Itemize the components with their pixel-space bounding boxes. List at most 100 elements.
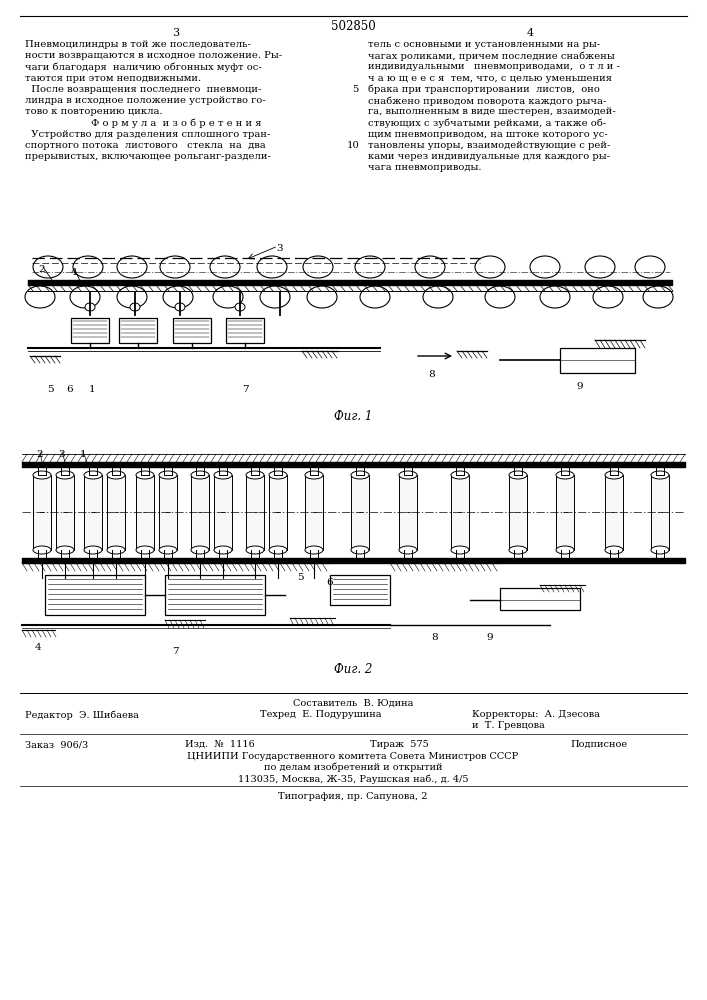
Text: 1: 1 <box>80 450 86 459</box>
Ellipse shape <box>351 546 369 554</box>
Bar <box>399 475 417 550</box>
Text: тово к повторению цикла.: тово к повторению цикла. <box>25 107 163 116</box>
Ellipse shape <box>56 471 74 479</box>
Bar <box>451 475 469 550</box>
Ellipse shape <box>246 471 264 479</box>
Bar <box>269 475 287 550</box>
Bar <box>351 475 369 550</box>
Bar <box>500 588 580 610</box>
Ellipse shape <box>56 546 74 554</box>
Text: 502850: 502850 <box>331 20 375 33</box>
Bar <box>509 475 527 550</box>
Text: прерывистых, включающее рольганг-раздели-: прерывистых, включающее рольганг-раздели… <box>25 152 271 161</box>
Text: Составитель  В. Юдина: Составитель В. Юдина <box>293 699 413 708</box>
Text: 9: 9 <box>577 382 583 391</box>
Text: снабжено приводом поворота каждого рыча-: снабжено приводом поворота каждого рыча- <box>368 96 607 105</box>
Bar <box>107 475 125 550</box>
Bar <box>330 575 390 605</box>
Text: ЦНИИПИ Государственного комитета Совета Министров СССР: ЦНИИПИ Государственного комитета Совета … <box>187 752 519 761</box>
Ellipse shape <box>399 546 417 554</box>
Text: тель с основными и установленными на ры-: тель с основными и установленными на ры- <box>368 40 600 49</box>
Bar <box>305 475 323 550</box>
Text: 8: 8 <box>428 370 436 379</box>
Text: индивидуальными   пневмоприводами,  о т л и -: индивидуальными пневмоприводами, о т л и… <box>368 62 620 71</box>
Ellipse shape <box>84 471 102 479</box>
Ellipse shape <box>556 471 574 479</box>
Bar <box>214 475 232 550</box>
Ellipse shape <box>246 546 264 554</box>
Bar <box>165 575 265 615</box>
Bar <box>556 475 574 550</box>
Ellipse shape <box>651 546 669 554</box>
Bar <box>136 475 154 550</box>
Ellipse shape <box>159 471 177 479</box>
Text: Ф о р м у л а  и з о б р е т е н и я: Ф о р м у л а и з о б р е т е н и я <box>90 118 262 128</box>
Ellipse shape <box>305 546 323 554</box>
Ellipse shape <box>84 546 102 554</box>
Text: ч а ю щ е е с я  тем, что, с целью уменьшения: ч а ю щ е е с я тем, что, с целью уменьш… <box>368 74 612 83</box>
Text: Устройство для разделения сплошного тран-: Устройство для разделения сплошного тран… <box>25 130 270 139</box>
Ellipse shape <box>33 546 51 554</box>
Ellipse shape <box>235 303 245 311</box>
Ellipse shape <box>85 303 95 311</box>
Ellipse shape <box>136 546 154 554</box>
Text: Корректоры:  А. Дзесова: Корректоры: А. Дзесова <box>472 710 600 719</box>
Text: 2: 2 <box>39 265 45 274</box>
Bar <box>33 475 51 550</box>
Text: по делам изобретений и открытий: по делам изобретений и открытий <box>264 763 443 772</box>
Text: 3: 3 <box>59 450 65 459</box>
Bar <box>651 475 669 550</box>
Ellipse shape <box>351 471 369 479</box>
Bar <box>226 318 264 343</box>
Text: 2: 2 <box>37 450 43 459</box>
Ellipse shape <box>651 471 669 479</box>
Bar <box>84 475 102 550</box>
Text: 6: 6 <box>66 385 74 394</box>
Bar <box>246 475 264 550</box>
Text: 8: 8 <box>432 633 438 642</box>
Text: 7: 7 <box>242 385 248 394</box>
Text: га, выполненным в виде шестерен, взаимодей-: га, выполненным в виде шестерен, взаимод… <box>368 107 616 116</box>
Ellipse shape <box>451 471 469 479</box>
Ellipse shape <box>214 471 232 479</box>
Bar <box>56 475 74 550</box>
Text: щим пневмоприводом, на штоке которого ус-: щим пневмоприводом, на штоке которого ус… <box>368 130 608 139</box>
Text: Типография, пр. Сапунова, 2: Типография, пр. Сапунова, 2 <box>279 792 428 801</box>
Text: чаги благодаря  наличию обгонных муфт ос-: чаги благодаря наличию обгонных муфт ос- <box>25 62 262 72</box>
Text: чага пневмоприводы.: чага пневмоприводы. <box>368 163 481 172</box>
Text: После возвращения последнего  пневмоци-: После возвращения последнего пневмоци- <box>25 85 262 94</box>
Text: 5: 5 <box>297 573 303 582</box>
Text: спортного потока  листового   стекла  на  два: спортного потока листового стекла на два <box>25 141 266 150</box>
Text: ками через индивидуальные для каждого ры-: ками через индивидуальные для каждого ры… <box>368 152 610 161</box>
Text: линдра в исходное положение устройство го-: линдра в исходное положение устройство г… <box>25 96 266 105</box>
Ellipse shape <box>191 471 209 479</box>
Ellipse shape <box>33 471 51 479</box>
Ellipse shape <box>269 546 287 554</box>
Text: 1: 1 <box>88 385 95 394</box>
Text: 4: 4 <box>71 268 77 277</box>
Text: Заказ  906/3: Заказ 906/3 <box>25 740 88 749</box>
Ellipse shape <box>451 546 469 554</box>
Text: 9: 9 <box>486 633 493 642</box>
Bar <box>191 475 209 550</box>
Text: Фиг. 1: Фиг. 1 <box>334 410 372 423</box>
Bar <box>605 475 623 550</box>
Text: брака при транспортировании  листов,  оно: брака при транспортировании листов, оно <box>368 85 600 94</box>
Text: и  Т. Гревцова: и Т. Гревцова <box>472 721 545 730</box>
Ellipse shape <box>130 303 140 311</box>
Ellipse shape <box>191 546 209 554</box>
Text: 113035, Москва, Ж-35, Раушская наб., д. 4/5: 113035, Москва, Ж-35, Раушская наб., д. … <box>238 774 468 784</box>
Text: Тираж  575: Тираж 575 <box>370 740 428 749</box>
Text: 3: 3 <box>173 28 180 38</box>
Ellipse shape <box>107 546 125 554</box>
Ellipse shape <box>556 546 574 554</box>
Text: Фиг. 2: Фиг. 2 <box>334 663 372 676</box>
Text: ствующих с зубчатыми рейками, а также об-: ствующих с зубчатыми рейками, а также об… <box>368 118 606 128</box>
Ellipse shape <box>269 471 287 479</box>
Ellipse shape <box>159 546 177 554</box>
Ellipse shape <box>214 546 232 554</box>
Text: 10: 10 <box>347 141 360 150</box>
Text: 3: 3 <box>276 244 284 253</box>
Ellipse shape <box>136 471 154 479</box>
Text: Пневмоцилиндры в той же последователь-: Пневмоцилиндры в той же последователь- <box>25 40 251 49</box>
